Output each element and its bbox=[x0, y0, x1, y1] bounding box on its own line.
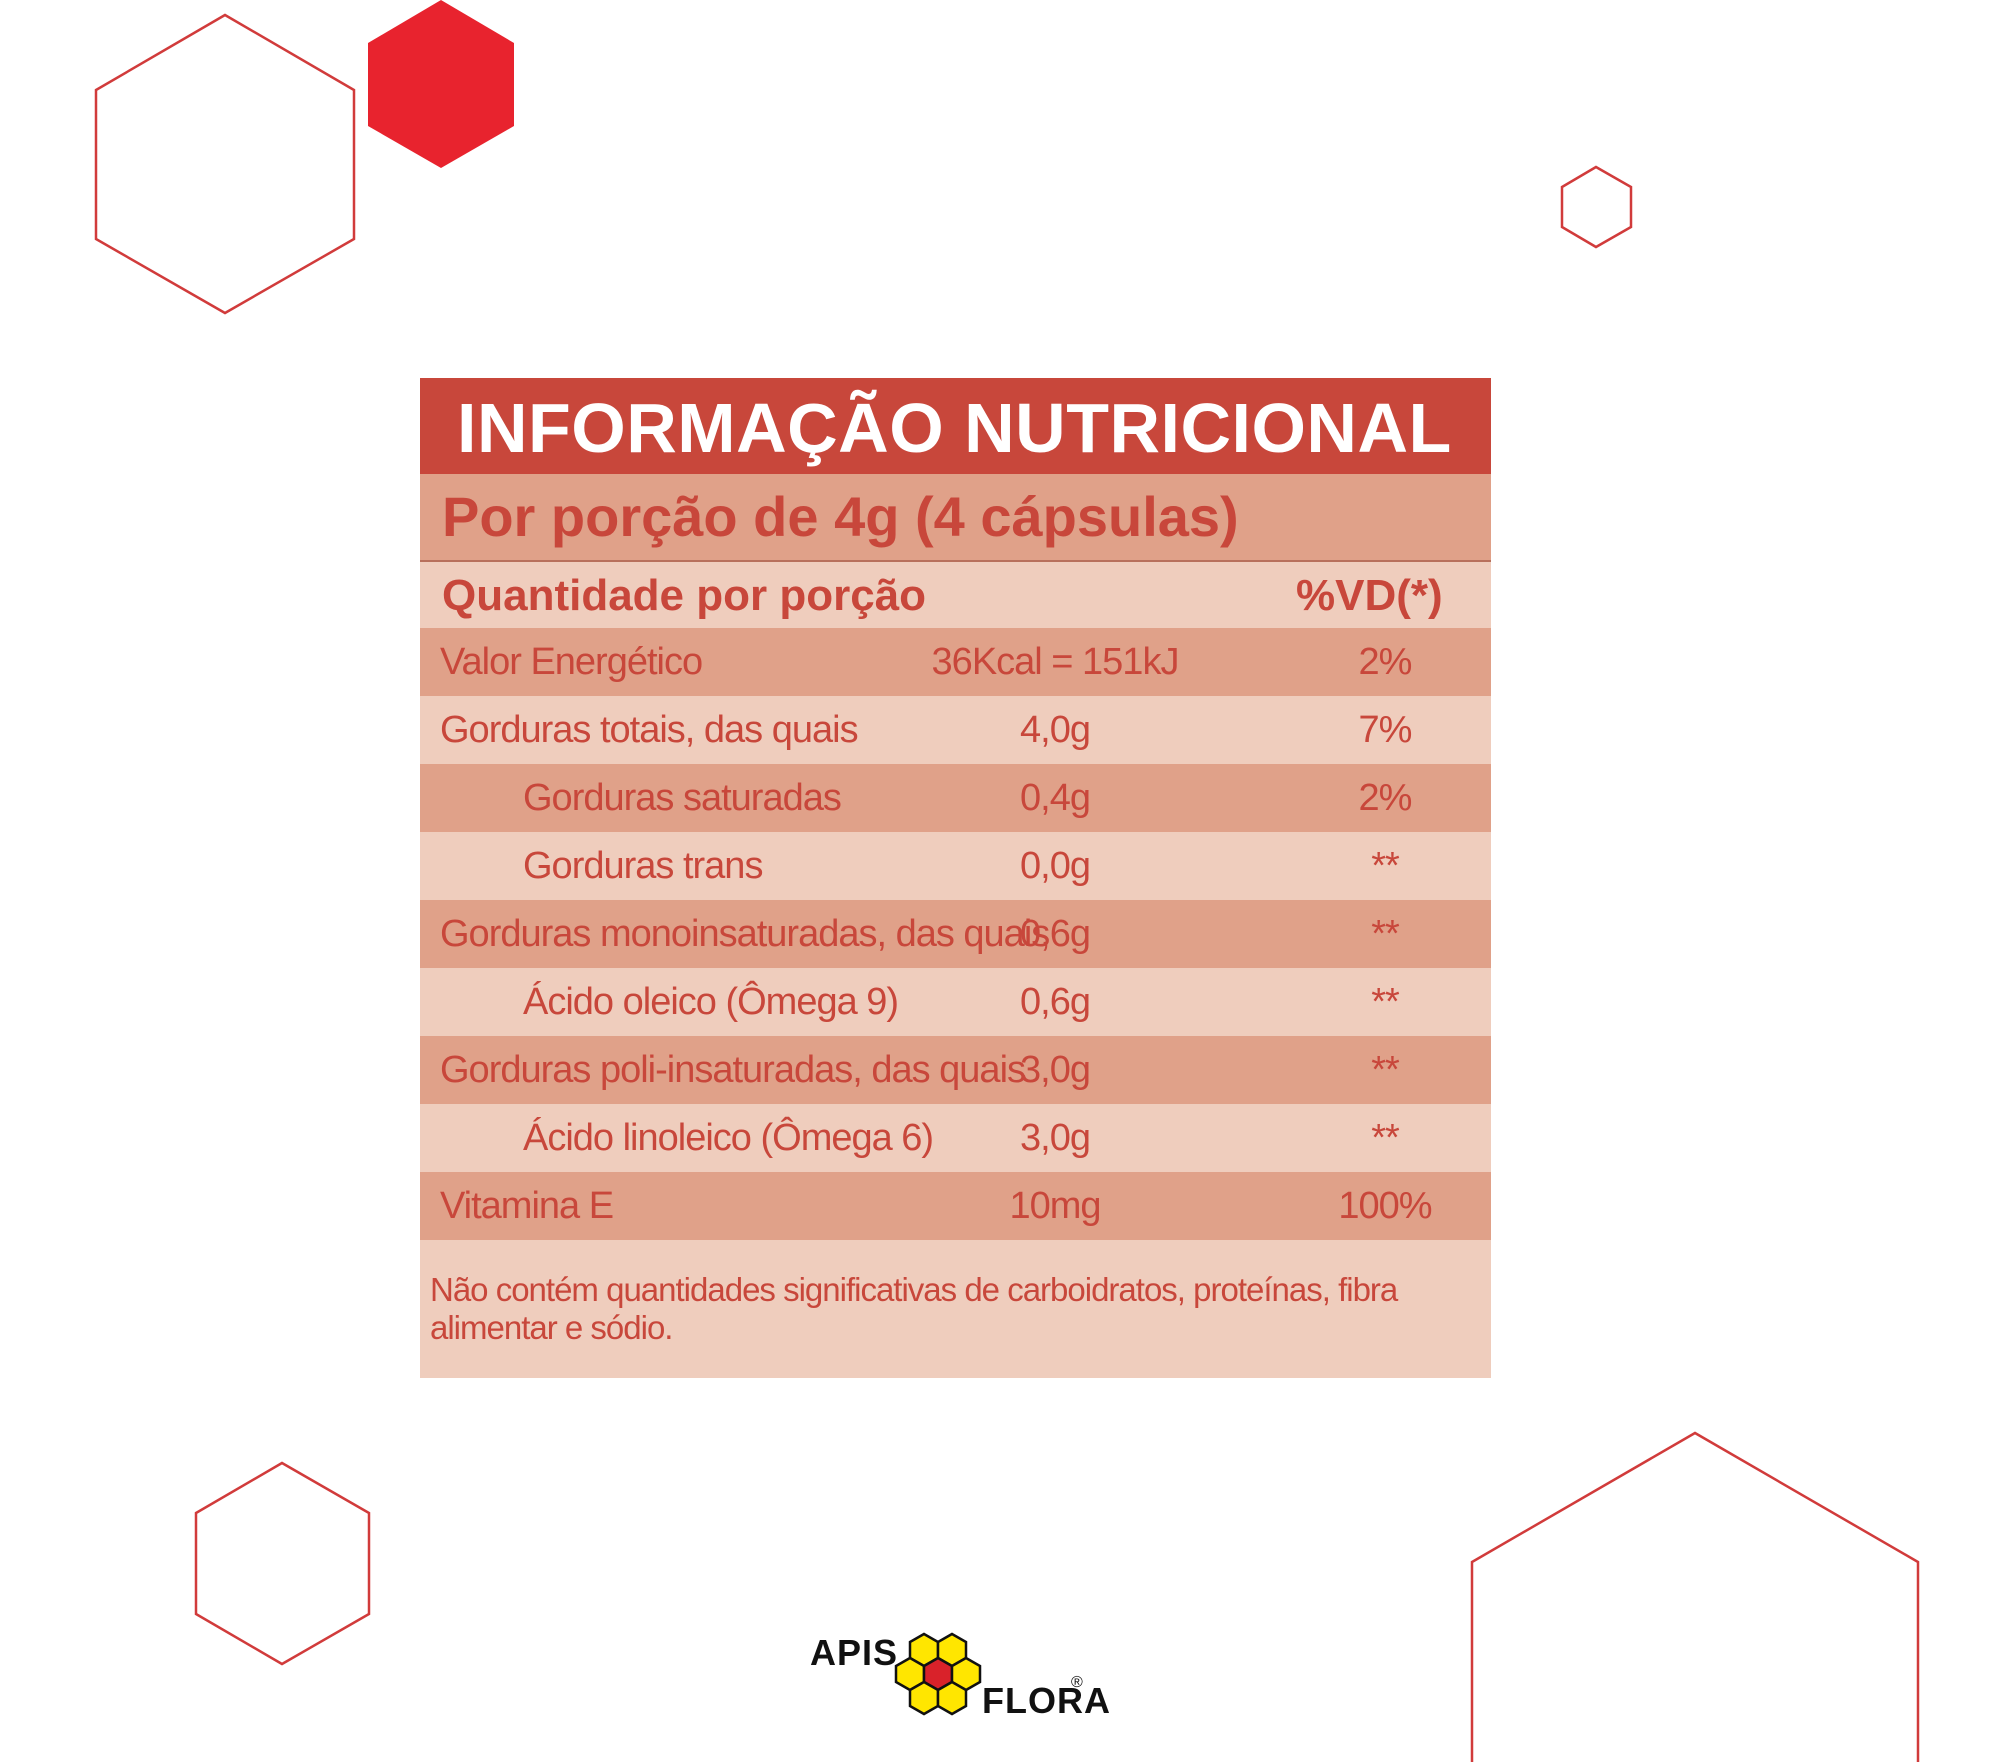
table-row: Gorduras trans 0,0g ** bbox=[420, 832, 1491, 900]
nutrient-dv: ** bbox=[1371, 913, 1400, 955]
nutrient-label: Gorduras monoinsaturadas, das quais bbox=[440, 913, 1050, 955]
logo-word-flora: FLORA bbox=[982, 1680, 1111, 1721]
nutrient-label: Gorduras poli-insaturadas, das quais bbox=[440, 1049, 1026, 1091]
nutrient-dv: 7% bbox=[1358, 709, 1413, 751]
hexagon-outline-bottomright bbox=[1470, 1431, 1920, 1762]
nutrient-dv: ** bbox=[1371, 845, 1400, 887]
nutrient-dv: 2% bbox=[1358, 777, 1413, 819]
logo-word-apis: APIS bbox=[810, 1632, 899, 1673]
footnote: Não contém quantidades significativas de… bbox=[430, 1271, 1398, 1346]
nutrient-amount: 0,0g bbox=[1020, 845, 1091, 887]
nutrient-amount: 0,6g bbox=[1020, 981, 1091, 1023]
nutrient-label: Ácido linoleico (Ômega 6) bbox=[523, 1117, 934, 1159]
daily-value-header: %VD(*) bbox=[1296, 571, 1443, 620]
nutrient-label: Gorduras trans bbox=[523, 845, 763, 887]
title-bar: INFORMAÇÃO NUTRICIONAL bbox=[420, 378, 1491, 474]
hexagon-outline-bottomleft bbox=[194, 1461, 371, 1666]
nutrient-label: Valor Energético bbox=[440, 641, 703, 683]
nutrient-amount: 4,0g bbox=[1020, 709, 1091, 751]
hexagon-filled-red bbox=[368, 0, 514, 168]
nutrition-facts-panel: INFORMAÇÃO NUTRICIONAL Por porção de 4g … bbox=[420, 378, 1491, 1378]
nutrient-dv: ** bbox=[1371, 1049, 1400, 1091]
nutrient-label: Gorduras saturadas bbox=[523, 777, 842, 819]
panel-title: INFORMAÇÃO NUTRICIONAL bbox=[457, 389, 1452, 467]
honeycomb-icon bbox=[894, 1632, 982, 1716]
serving-size-bar: Por porção de 4g (4 cápsulas) bbox=[420, 474, 1491, 562]
nutrient-dv: ** bbox=[1371, 1117, 1400, 1159]
nutrient-label: Gorduras totais, das quais bbox=[440, 709, 859, 751]
table-row: Ácido oleico (Ômega 9) 0,6g ** bbox=[420, 968, 1491, 1036]
table-row: Gorduras monoinsaturadas, das quais 0,6g… bbox=[420, 900, 1491, 968]
table-row: Gorduras saturadas 0,4g 2% bbox=[420, 764, 1491, 832]
serving-size-text: Por porção de 4g (4 cápsulas) bbox=[442, 485, 1239, 548]
nutrient-amount: 0,6g bbox=[1020, 913, 1091, 955]
registered-mark: ® bbox=[1071, 1674, 1083, 1691]
nutrient-label: Vitamina E bbox=[440, 1185, 614, 1227]
hexagon-outline-large-topleft bbox=[94, 13, 356, 315]
nutrient-dv: 100% bbox=[1338, 1185, 1432, 1227]
nutrient-amount: 36Kcal = 151kJ bbox=[931, 641, 1180, 683]
quantity-header: Quantidade por porção bbox=[442, 571, 927, 620]
nutrient-amount: 3,0g bbox=[1020, 1117, 1091, 1159]
nutrient-label: Ácido oleico (Ômega 9) bbox=[523, 981, 899, 1023]
nutrient-amount: 0,4g bbox=[1020, 777, 1091, 819]
table-row: Ácido linoleico (Ômega 6) 3,0g ** bbox=[420, 1104, 1491, 1172]
table-row: Gorduras totais, das quais 4,0g 7% bbox=[420, 696, 1491, 764]
nutrient-amount: 10mg bbox=[1009, 1185, 1101, 1227]
column-header-row: Quantidade por porção %VD(*) bbox=[420, 562, 1491, 628]
hexagon-outline-small-topright bbox=[1560, 165, 1633, 249]
apis-flora-logo: APIS FLORA ® bbox=[806, 1632, 1110, 1742]
table-row: Valor Energético 36Kcal = 151kJ 2% bbox=[420, 628, 1491, 696]
nutrient-dv: ** bbox=[1371, 981, 1400, 1023]
nutrient-amount: 3,0g bbox=[1020, 1049, 1091, 1091]
table-row: Gorduras poli-insaturadas, das quais 3,0… bbox=[420, 1036, 1491, 1104]
table-row: Vitamina E 10mg 100% bbox=[420, 1172, 1491, 1240]
nutrient-dv: 2% bbox=[1358, 641, 1413, 683]
